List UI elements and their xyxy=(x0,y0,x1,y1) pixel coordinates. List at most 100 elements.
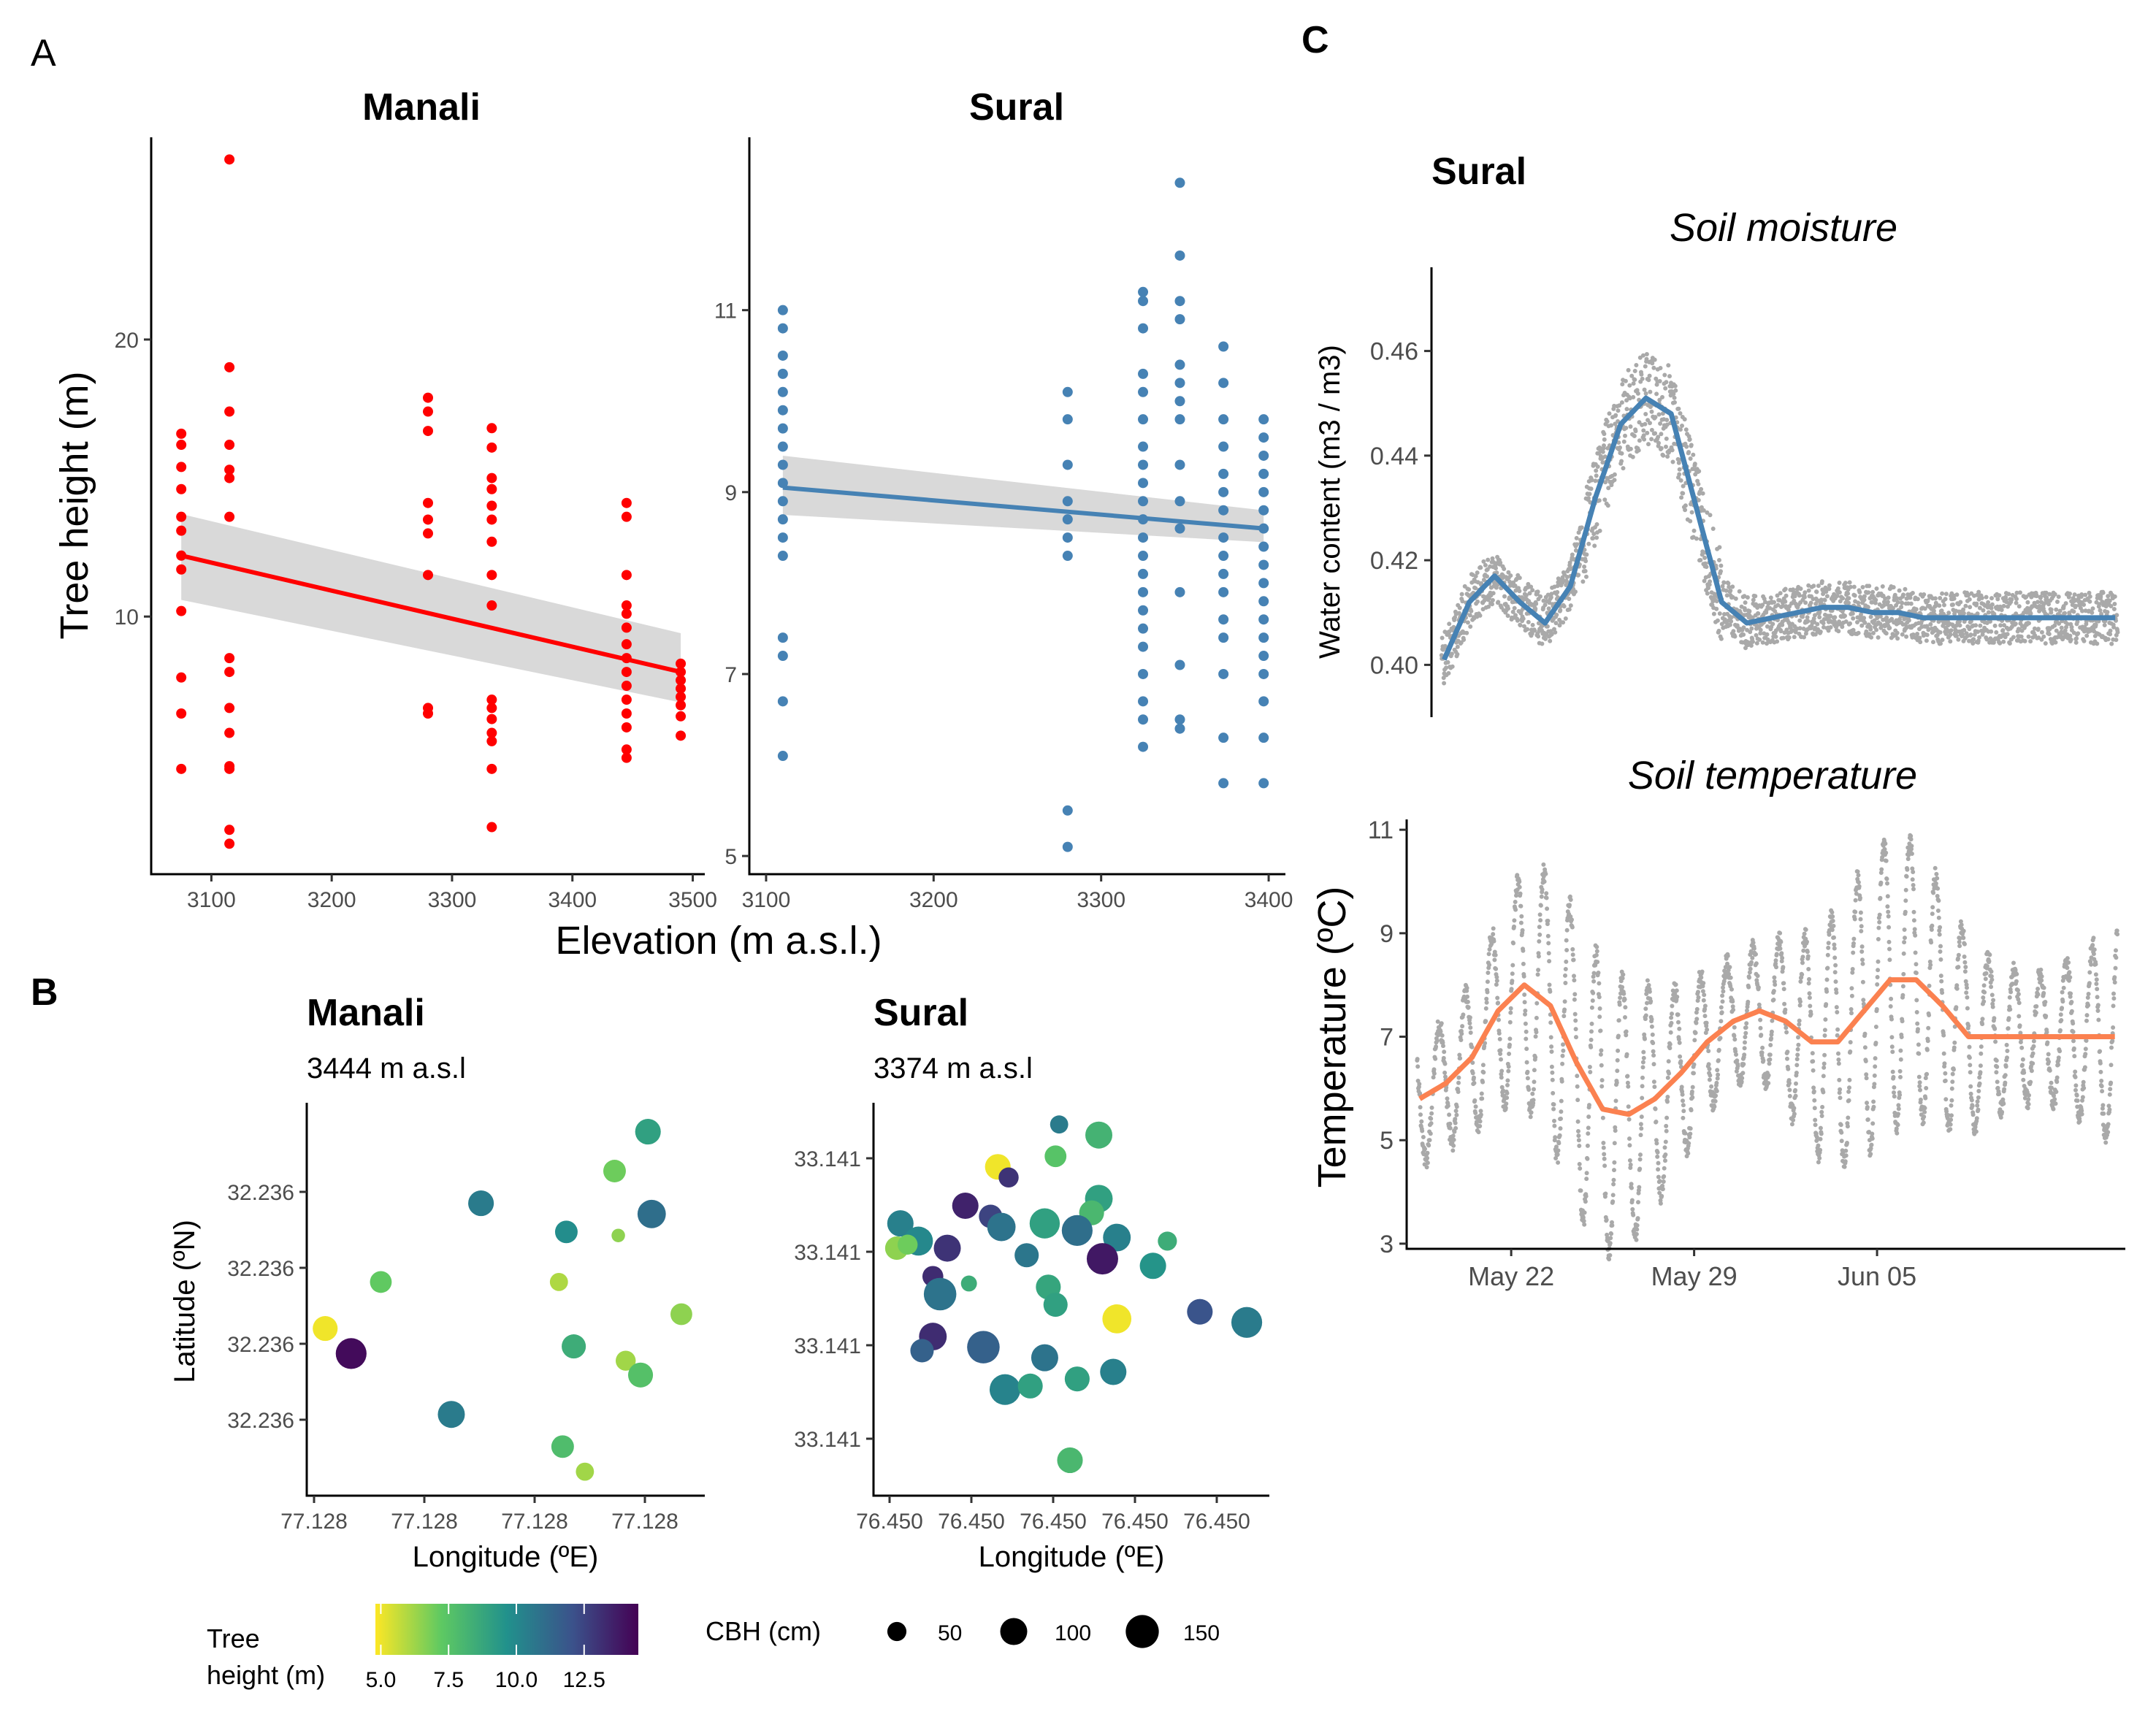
y-tick-label: 5 xyxy=(1380,1127,1394,1155)
tree-point xyxy=(1187,1298,1213,1325)
tree-point xyxy=(989,1374,1021,1405)
regression-line xyxy=(782,485,1264,531)
data-point xyxy=(1174,586,1185,597)
tree-point xyxy=(923,1277,957,1311)
tree-point xyxy=(637,1199,666,1228)
smooth-line xyxy=(1442,395,2116,661)
site-title-c: Sural xyxy=(1431,150,1526,193)
tree-point xyxy=(987,1212,1016,1242)
tree-point xyxy=(1085,1121,1113,1149)
y-tick-label: 0.46 xyxy=(1370,338,1418,366)
data-point xyxy=(486,727,497,738)
tree-point xyxy=(1029,1208,1060,1239)
plot-a-sural: Sural 3100 3200 3300 3400 5 7 9 11 xyxy=(714,86,1293,912)
data-point xyxy=(777,386,788,397)
data-point xyxy=(777,651,788,662)
raw-measurements xyxy=(1439,352,2120,686)
tree-point xyxy=(897,1234,918,1255)
data-point xyxy=(1218,632,1229,643)
x-tick-label: May 29 xyxy=(1651,1261,1738,1291)
y-tick-label: 9 xyxy=(725,481,737,505)
panel-label-a: A xyxy=(31,32,56,74)
legend: Tree height (m) 5.0 7.5 10.0 12.5 CBH (cm) … xyxy=(207,1604,1220,1692)
data-point xyxy=(1174,659,1185,670)
data-point xyxy=(1174,714,1185,725)
data-point xyxy=(486,600,497,611)
data-point xyxy=(1062,532,1073,543)
tree-point xyxy=(670,1303,692,1326)
data-point xyxy=(1138,696,1149,707)
data-point xyxy=(676,675,687,686)
plot-a-manali: Manali 3100 3200 3300 3400 3500 10 20 xyxy=(115,86,717,912)
data-point xyxy=(224,362,235,372)
data-point xyxy=(1218,468,1229,479)
y-tick-label: 11 xyxy=(714,299,737,324)
data-point xyxy=(423,708,433,719)
data-point xyxy=(621,608,632,619)
ticks-c-temperature: 3 5 7 9 11 May 22 May 29 Jun 05 xyxy=(1368,816,1916,1291)
data-point xyxy=(486,500,497,511)
size-key-circle xyxy=(1125,1615,1159,1648)
data-point xyxy=(1062,514,1073,525)
data-point xyxy=(1258,578,1269,589)
tree-point xyxy=(562,1334,586,1359)
smooth-line xyxy=(1418,977,2115,1117)
data-point xyxy=(1138,586,1149,597)
data-point xyxy=(176,708,187,719)
tree-points-sural xyxy=(884,1115,1263,1474)
x-tick-label: 76.450 xyxy=(1101,1510,1169,1534)
tree-point xyxy=(554,1220,578,1244)
size-legend-title: CBH (cm) xyxy=(706,1616,821,1646)
data-point xyxy=(777,305,788,315)
tree-point xyxy=(313,1316,338,1342)
tree-point xyxy=(1061,1215,1093,1246)
tree-point xyxy=(998,1167,1019,1187)
data-point xyxy=(224,763,235,774)
axis-lines-b-manali xyxy=(305,1103,705,1497)
x-tick-label: 3500 xyxy=(668,888,717,912)
tree-point xyxy=(1158,1231,1177,1251)
data-point xyxy=(224,473,235,483)
y-tick-label: 9 xyxy=(1380,920,1394,948)
x-tick-label: Jun 05 xyxy=(1838,1261,1916,1291)
data-point xyxy=(1138,551,1149,562)
tree-point xyxy=(1050,1115,1069,1134)
data-point xyxy=(1174,314,1185,325)
ticks-c-moisture: 0.40 0.42 0.44 0.46 xyxy=(1370,338,1431,679)
data-point xyxy=(1062,551,1073,562)
data-point xyxy=(1174,723,1185,734)
plot-b-manali: Manali 3444 m a.s.l 77.128 77.128 77.128 77… xyxy=(169,992,705,1573)
tree-point xyxy=(952,1192,979,1220)
data-point xyxy=(621,570,632,581)
data-point xyxy=(1258,541,1269,552)
tree-point xyxy=(1139,1252,1166,1280)
data-point xyxy=(176,483,187,494)
color-tick-label: 7.5 xyxy=(433,1668,464,1692)
plot-c-temperature: Soil temperature 3 5 7 9 11 May 22 May 29 Jun 0… xyxy=(1310,754,2125,1291)
panel-label-b: B xyxy=(31,971,58,1014)
data-point xyxy=(1138,459,1149,470)
x-tick-label: 3200 xyxy=(307,888,356,912)
data-point xyxy=(1218,441,1229,452)
y-tick-label: 32.236 xyxy=(227,1409,294,1433)
tree-point xyxy=(1102,1304,1132,1334)
plot-c-moisture: Soil moisture 0.40 0.42 0.44 0.46 Water con… xyxy=(1314,206,2120,717)
data-point xyxy=(1062,459,1073,470)
x-tick-label: 3200 xyxy=(909,888,958,912)
data-point xyxy=(676,730,687,741)
size-key-circle xyxy=(1000,1618,1028,1645)
tree-point xyxy=(627,1362,654,1388)
data-point xyxy=(486,483,497,494)
data-point xyxy=(777,368,788,379)
ci-band xyxy=(181,513,681,703)
data-point xyxy=(176,605,187,616)
data-point xyxy=(486,514,497,525)
data-point xyxy=(1138,623,1149,634)
tree-point xyxy=(1231,1307,1263,1338)
data-point xyxy=(1138,532,1149,543)
data-point xyxy=(621,722,632,733)
y-tick-label: 33.141 xyxy=(794,1147,861,1171)
data-point xyxy=(1218,551,1229,562)
tree-point xyxy=(960,1275,977,1292)
data-point xyxy=(224,154,235,165)
